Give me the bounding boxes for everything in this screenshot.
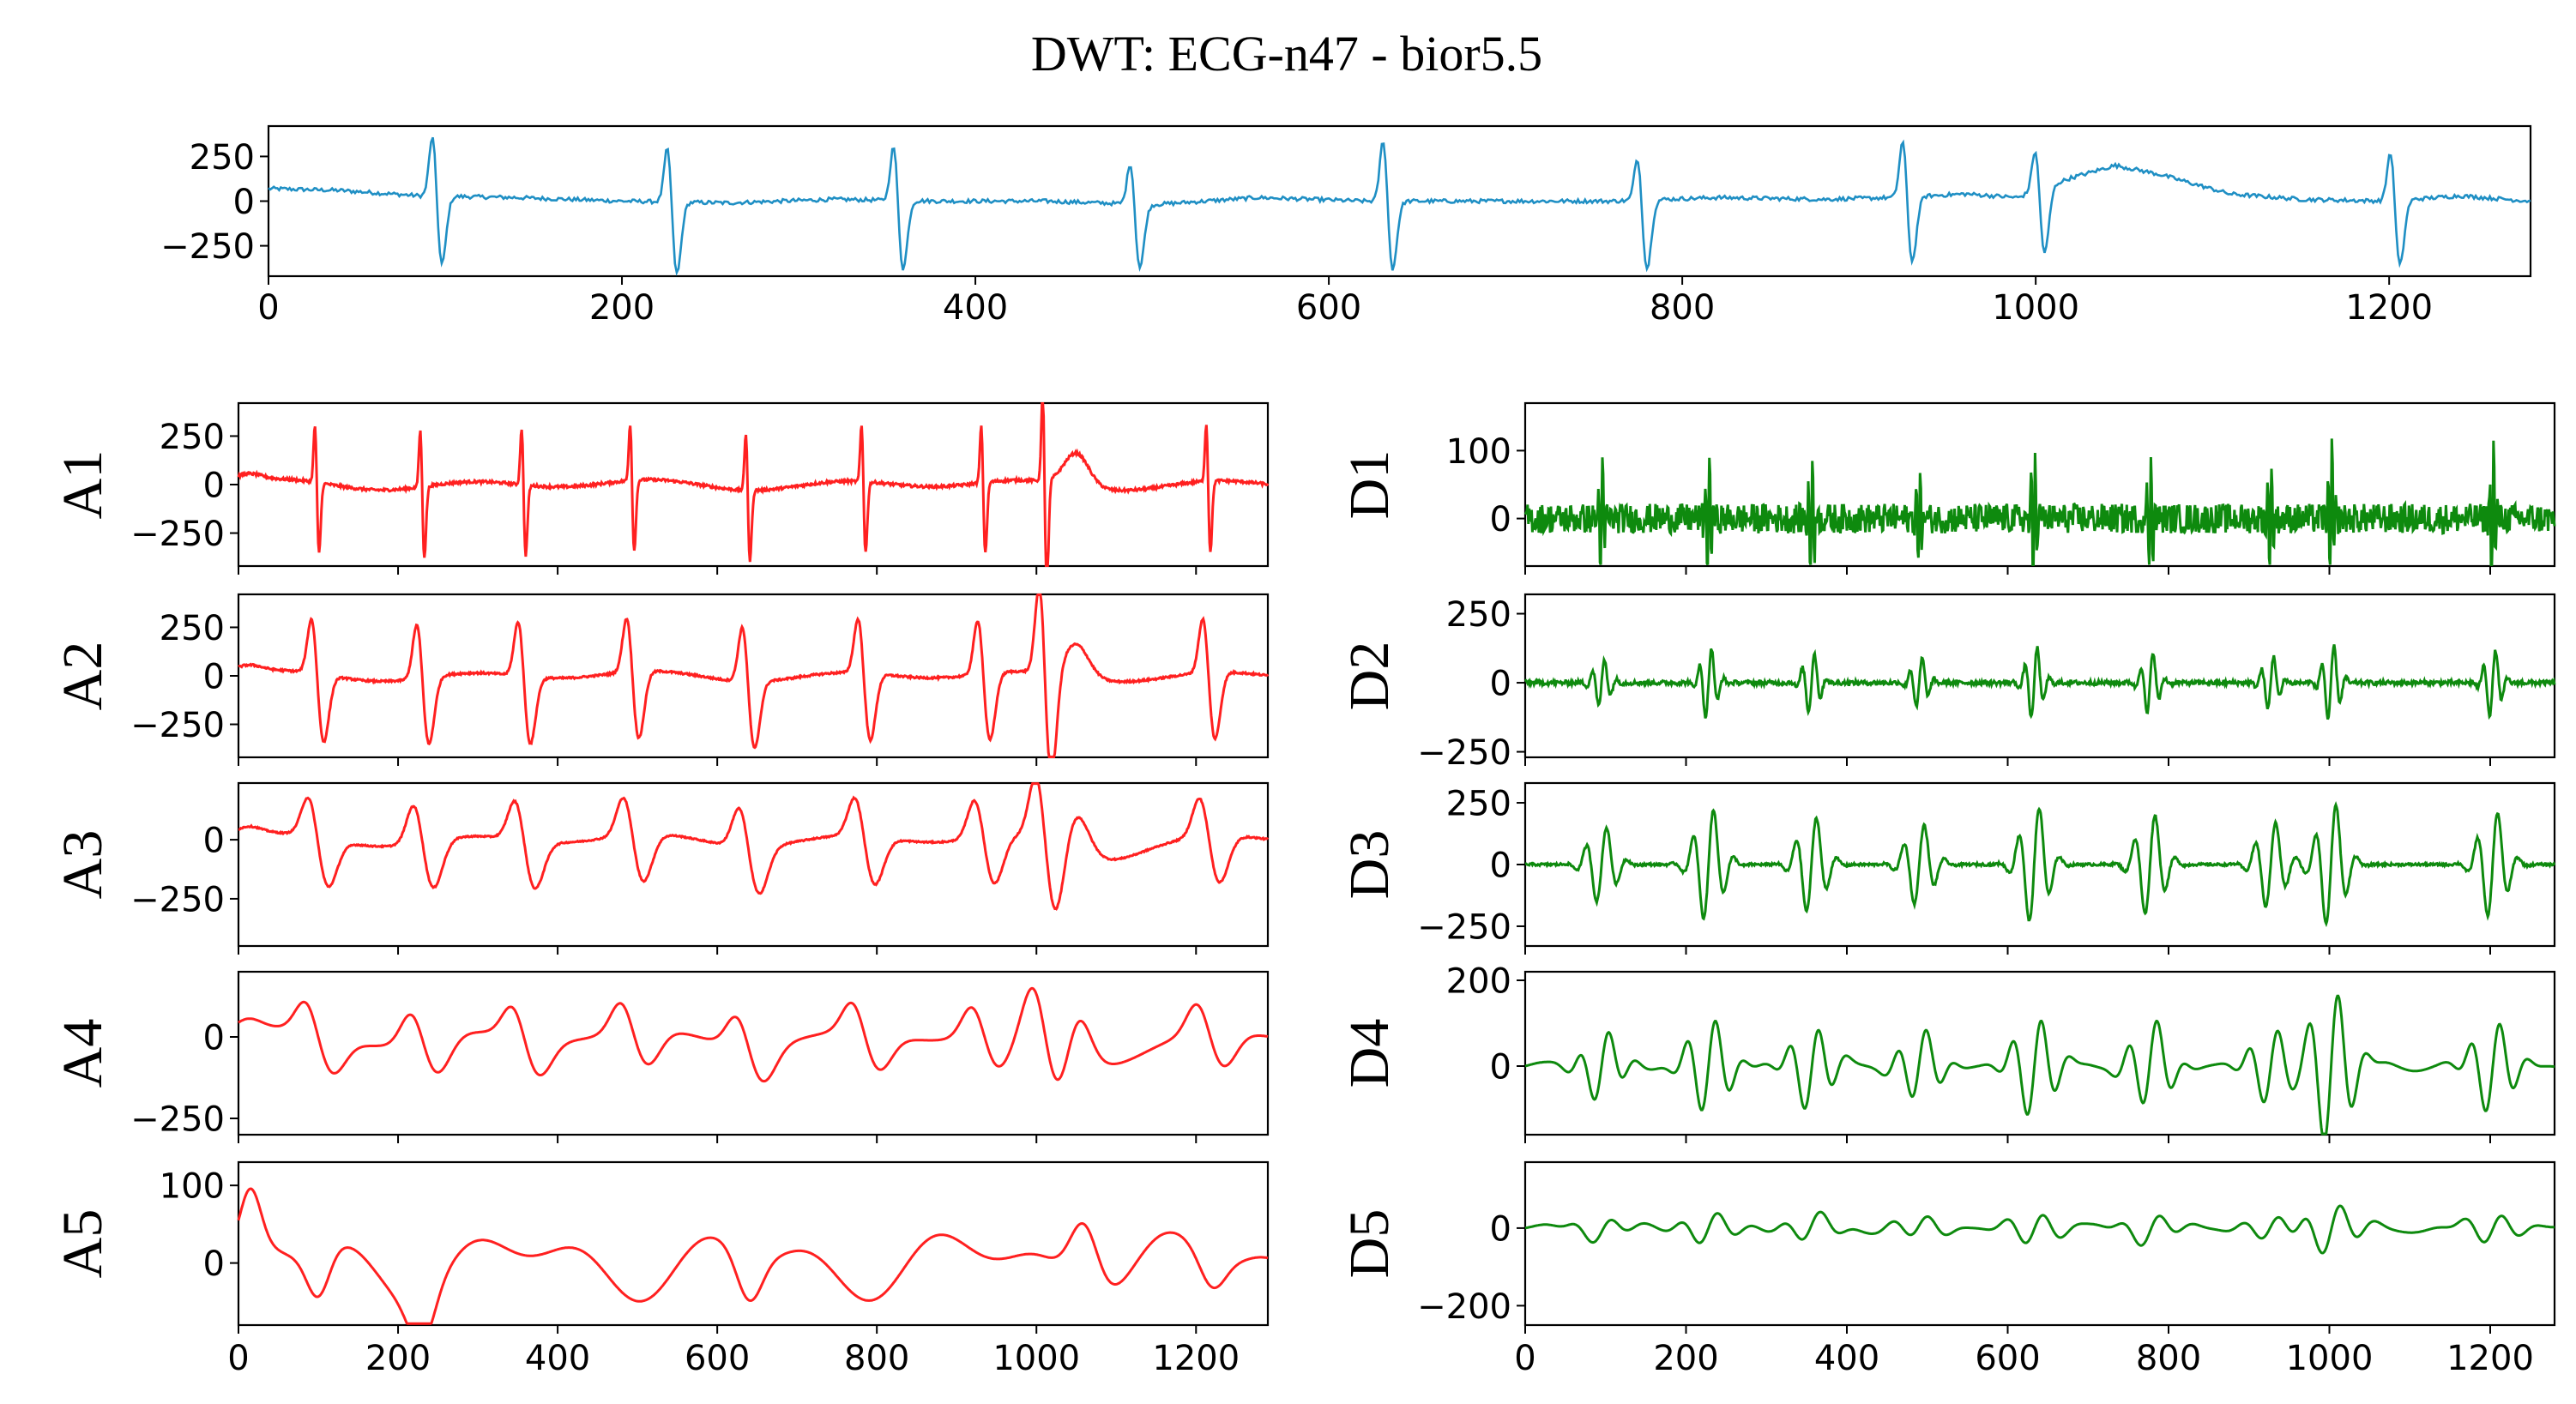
panel-a1-ytick-label-2: −250 (130, 515, 225, 554)
chart-title: DWT: ECG-n47 - bior5.5 (1031, 26, 1542, 81)
panel-a2-ytick-label-1: 0 (203, 657, 225, 696)
panel-a1-ytick-label-1: 0 (203, 466, 225, 505)
panel-d4-line (1524, 994, 2555, 1136)
panel-label-a4: A4 (51, 1019, 114, 1088)
panel-d3-ytick-label-1: 0 (1490, 846, 1511, 885)
panel-d5-line (1524, 1204, 2555, 1255)
plots-container: 0 200 400 600 800 1000 12002500−2502500−250A12… (51, 124, 2556, 1378)
panel-d2-line (1524, 644, 2556, 720)
panel-label-a1: A1 (51, 450, 114, 520)
signal-xtick-label-1000: 1000 (1992, 288, 2079, 328)
signal-ytick-label-1: 0 (233, 183, 255, 222)
panel-label-d2: D2 (1338, 642, 1401, 711)
details-xtick-label-1200: 1200 (2446, 1339, 2534, 1378)
details-xtick-label-400: 400 (1814, 1339, 1879, 1378)
panel-label-d5: D5 (1338, 1209, 1401, 1279)
details-xtick-label-600: 600 (1975, 1339, 2040, 1378)
details-xtick-label-800: 800 (2136, 1339, 2201, 1378)
panel-d4-ytick-label-1: 0 (1490, 1047, 1511, 1087)
signal-xtick-label-1200: 1200 (2345, 288, 2433, 328)
panel-d2-ytick-label-0: 250 (1446, 595, 1511, 635)
panel-a4-line (238, 986, 1269, 1083)
panel-d2-ytick-label-2: −250 (1417, 733, 1511, 773)
panel-a5-line (237, 1187, 1269, 1325)
panel-label-a2: A2 (51, 642, 114, 711)
signal-xtick-label-400: 400 (943, 288, 1008, 328)
details-xtick-label-1000: 1000 (2286, 1339, 2374, 1378)
approximations-xtick-label-800: 800 (844, 1339, 909, 1378)
panel-a3-ytick-label-0: 0 (203, 821, 225, 860)
panel-d3-ytick-label-2: −250 (1417, 907, 1511, 947)
panel-d1-ytick-label-0: 100 (1446, 432, 1511, 472)
panel-label-a5: A5 (51, 1209, 114, 1279)
panel-a5-frame (237, 1160, 1270, 1327)
panel-a4-ytick-label-0: 0 (203, 1018, 225, 1058)
panel-d5-ytick-label-0: 0 (1490, 1209, 1511, 1249)
approximations-xtick-label-1000: 1000 (992, 1339, 1080, 1378)
signal-ytick-label-0: 250 (190, 138, 255, 178)
panel-a2-line (238, 594, 1270, 758)
panel-a2-ytick-label-2: −250 (130, 706, 225, 745)
signal-xtick-label-0: 0 (257, 288, 279, 328)
panel-d3-axes: 250 0 −250 (1417, 781, 2556, 955)
approximations-xtick-label-600: 600 (685, 1339, 750, 1378)
panel-d3-ytick-label-0: 250 (1446, 784, 1511, 823)
panel-d2-ytick-label-1: 0 (1490, 664, 1511, 703)
panel-a1-line (237, 402, 1270, 567)
signal-line (268, 136, 2531, 276)
panel-d1-frame (1523, 401, 2556, 568)
details-xtick-label-200: 200 (1653, 1339, 1718, 1378)
panel-d2-axes: 250 0 −250 (1417, 593, 2556, 773)
panel-a2-axes: 250 0 −250 (130, 593, 1270, 766)
panel-label-d3: D3 (1338, 830, 1401, 900)
panel-d1-ytick-label-1: 0 (1490, 500, 1511, 539)
panel-a5-ytick-label-0: 100 (160, 1167, 225, 1207)
panel-a2-frame (237, 593, 1270, 759)
panel-a5-axes: 100 0 (160, 1160, 1270, 1334)
panel-a3-frame (237, 781, 1270, 948)
panel-a1-frame (237, 401, 1270, 568)
signal-xtick-label-600: 600 (1296, 288, 1361, 328)
panel-a4-axes: 0 −250 (130, 970, 1270, 1143)
signal-ytick-label-2: −250 (160, 227, 255, 267)
panel-a2-ytick-label-0: 250 (160, 609, 225, 648)
approximations-xtick-label-200: 200 (365, 1339, 431, 1378)
panel-d2-frame (1523, 593, 2556, 759)
panel-label-a3: A3 (51, 830, 114, 900)
panel-d4-frame (1523, 970, 2556, 1136)
panel-a5-ytick-label-1: 0 (203, 1244, 225, 1284)
approximations-xtick-label-0: 0 (227, 1339, 249, 1378)
panel-d5-axes: 0 −200 (1417, 1160, 2556, 1334)
panel-a4-frame (237, 970, 1270, 1136)
panel-label-d4: D4 (1338, 1019, 1401, 1088)
panel-d4-ytick-label-0: 200 (1446, 961, 1511, 1001)
panel-d1-line (1523, 438, 2556, 566)
panel-label-d1: D1 (1338, 450, 1401, 520)
panel-a1-ytick-label-0: 250 (160, 418, 225, 457)
panel-d3-line (1524, 800, 2556, 928)
panel-a3-axes: 0 −250 (130, 781, 1270, 955)
details-xtick-label-0: 0 (1514, 1339, 1535, 1378)
panel-a4-ytick-label-1: −250 (130, 1100, 225, 1139)
signal-xtick-label-800: 800 (1650, 288, 1715, 328)
panel-a1-axes: 250 0 −250 (130, 401, 1270, 575)
panel-a3-ytick-label-1: −250 (130, 880, 225, 919)
panel-a3-line (238, 782, 1270, 912)
panel-d5-frame (1523, 1160, 2556, 1327)
approximations-xtick-label-400: 400 (525, 1339, 590, 1378)
panel-d5-ytick-label-1: −200 (1417, 1287, 1511, 1327)
approximations-xtick-label-1200: 1200 (1152, 1339, 1240, 1378)
signal-xtick-label-200: 200 (589, 288, 655, 328)
panel-d1-axes: 100 0 (1446, 401, 2556, 575)
